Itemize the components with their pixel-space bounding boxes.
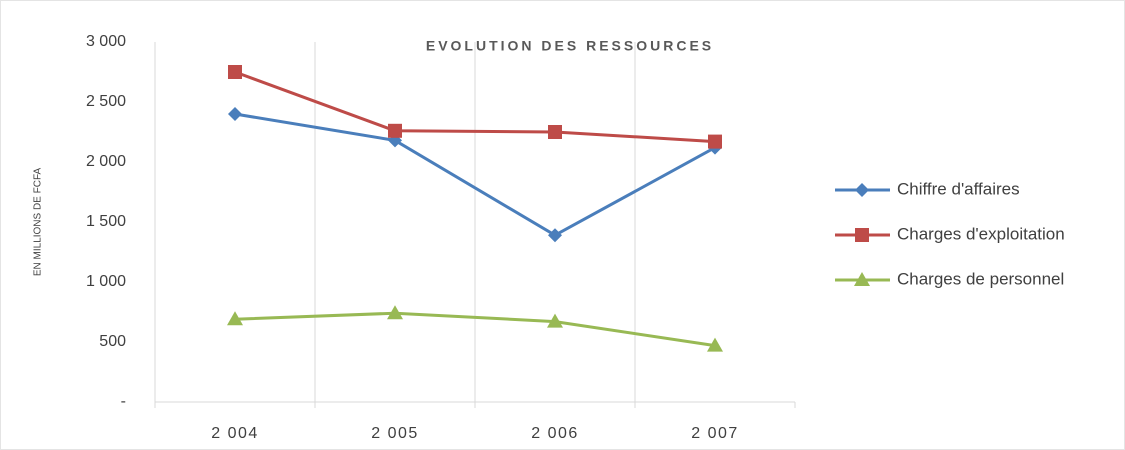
y-tick-label: 500 bbox=[99, 333, 126, 350]
data-point bbox=[388, 123, 402, 138]
data-point bbox=[548, 125, 562, 139]
legend-marker bbox=[855, 183, 869, 197]
legend-label: Chiffre d'affaires bbox=[897, 179, 1020, 198]
legend-marker bbox=[855, 228, 869, 242]
y-axis-title: EN MILLIONS DE FCFA bbox=[33, 167, 44, 276]
series-line bbox=[234, 311, 716, 348]
data-point bbox=[227, 311, 243, 326]
y-tick-label: 1 000 bbox=[86, 273, 126, 290]
x-tick-label: 2 004 bbox=[211, 425, 259, 442]
y-tick-label: 2 000 bbox=[86, 153, 126, 170]
data-point bbox=[708, 134, 722, 149]
x-tick-label: 2 005 bbox=[371, 425, 419, 442]
y-tick-label: 1 500 bbox=[86, 213, 126, 230]
legend-marker bbox=[854, 272, 870, 286]
data-point bbox=[228, 107, 242, 121]
data-point bbox=[228, 65, 242, 79]
data-point bbox=[548, 228, 562, 243]
y-tick-label: - bbox=[121, 393, 126, 410]
series-line bbox=[234, 70, 716, 144]
y-tick-label: 2 500 bbox=[86, 93, 126, 110]
data-point bbox=[387, 305, 403, 320]
legend-label: Charges de personnel bbox=[897, 269, 1064, 288]
legend-label: Charges d'exploitation bbox=[897, 224, 1065, 243]
data-point bbox=[547, 313, 563, 328]
series-line bbox=[234, 112, 716, 237]
y-tick-label: 3 000 bbox=[86, 33, 126, 50]
data-point bbox=[707, 337, 723, 352]
x-tick-label: 2 006 bbox=[531, 425, 579, 442]
x-tick-label: 2 007 bbox=[691, 425, 739, 442]
chart-title: EVOLUTION DES RESSOURCES bbox=[426, 38, 714, 54]
